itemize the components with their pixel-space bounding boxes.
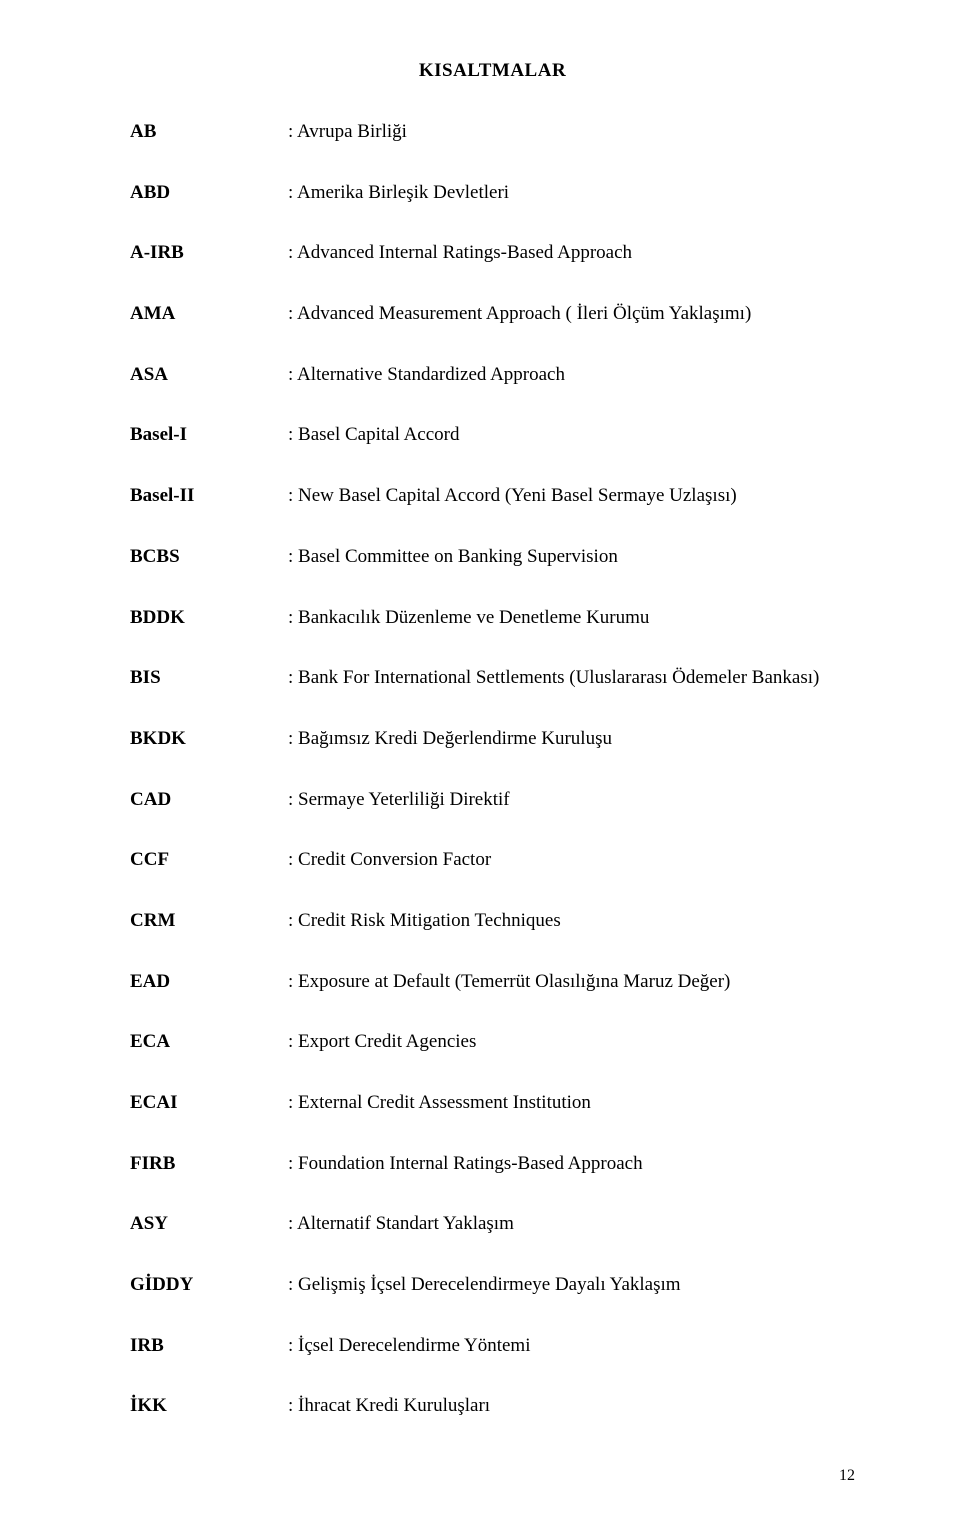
abbreviation-term: AB: [130, 120, 288, 145]
abbreviation-term: ABD: [130, 181, 288, 206]
abbreviation-entry: GİDDY: Gelişmiş İçsel Derecelendirmeye D…: [130, 1273, 855, 1298]
abbreviation-entry: IRB: İçsel Derecelendirme Yöntemi: [130, 1334, 855, 1359]
abbreviation-entry: BKDK: Bağımsız Kredi Değerlendirme Kurul…: [130, 727, 855, 752]
abbreviation-entry: AMA: Advanced Measurement Approach ( İle…: [130, 302, 855, 327]
abbreviation-definition: : External Credit Assessment Institution: [288, 1091, 855, 1116]
abbreviation-definition: : Bank For International Settlements (Ul…: [288, 666, 855, 691]
abbreviation-definition: : Gelişmiş İçsel Derecelendirmeye Dayalı…: [288, 1273, 855, 1298]
abbreviation-definition: : Amerika Birleşik Devletleri: [288, 181, 855, 206]
abbreviation-term: A-IRB: [130, 241, 288, 266]
abbreviation-term: AMA: [130, 302, 288, 327]
abbreviation-term: ASA: [130, 363, 288, 388]
abbreviation-entry: CAD: Sermaye Yeterliliği Direktif: [130, 788, 855, 813]
abbreviation-term: BDDK: [130, 606, 288, 631]
abbreviation-definition: : Credit Conversion Factor: [288, 848, 855, 873]
abbreviation-definition: : Exposure at Default (Temerrüt Olasılığ…: [288, 970, 855, 995]
abbreviation-definition: : Advanced Measurement Approach ( İleri …: [288, 302, 855, 327]
abbreviation-term: CCF: [130, 848, 288, 873]
abbreviation-term: BCBS: [130, 545, 288, 570]
abbreviation-term: İKK: [130, 1394, 288, 1419]
abbreviation-term: Basel-I: [130, 423, 288, 448]
abbreviation-entry: ASA: Alternative Standardized Approach: [130, 363, 855, 388]
abbreviation-term: CRM: [130, 909, 288, 934]
abbreviation-term: FIRB: [130, 1152, 288, 1177]
abbreviation-term: ECA: [130, 1030, 288, 1055]
abbreviation-term: BIS: [130, 666, 288, 691]
abbreviation-definition: : Alternative Standardized Approach: [288, 363, 855, 388]
abbreviation-definition: : Advanced Internal Ratings-Based Approa…: [288, 241, 855, 266]
abbreviation-definition: : İhracat Kredi Kuruluşları: [288, 1394, 855, 1419]
abbreviation-entry: AB: Avrupa Birliği: [130, 120, 855, 145]
abbreviation-definition: : Foundation Internal Ratings-Based Appr…: [288, 1152, 855, 1177]
abbreviation-definition: : Credit Risk Mitigation Techniques: [288, 909, 855, 934]
abbreviation-term: BKDK: [130, 727, 288, 752]
abbreviation-definition: : Alternatif Standart Yaklaşım: [288, 1212, 855, 1237]
abbreviation-entry: ABD: Amerika Birleşik Devletleri: [130, 181, 855, 206]
abbreviation-definition: : Export Credit Agencies: [288, 1030, 855, 1055]
abbreviation-list: AB: Avrupa Birliği ABD: Amerika Birleşik …: [130, 120, 855, 1419]
abbreviation-entry: İKK: İhracat Kredi Kuruluşları: [130, 1394, 855, 1419]
abbreviation-definition: : Avrupa Birliği: [288, 120, 855, 145]
abbreviation-entry: CCF: Credit Conversion Factor: [130, 848, 855, 873]
abbreviation-term: GİDDY: [130, 1273, 288, 1298]
abbreviation-definition: : Basel Committee on Banking Supervision: [288, 545, 855, 570]
abbreviation-definition: : Bankacılık Düzenleme ve Denetleme Kuru…: [288, 606, 855, 631]
abbreviation-entry: A-IRB: Advanced Internal Ratings-Based A…: [130, 241, 855, 266]
abbreviation-definition: : Bağımsız Kredi Değerlendirme Kuruluşu: [288, 727, 855, 752]
page-title: KISALTMALAR: [130, 60, 855, 82]
abbreviation-term: ASY: [130, 1212, 288, 1237]
abbreviation-definition: : Sermaye Yeterliliği Direktif: [288, 788, 855, 813]
abbreviation-entry: Basel-I: Basel Capital Accord: [130, 423, 855, 448]
abbreviation-entry: Basel-II: New Basel Capital Accord (Yeni…: [130, 484, 855, 509]
abbreviation-entry: BDDK: Bankacılık Düzenleme ve Denetleme …: [130, 606, 855, 631]
abbreviation-entry: ECA: Export Credit Agencies: [130, 1030, 855, 1055]
abbreviation-term: Basel-II: [130, 484, 288, 509]
abbreviation-definition: : İçsel Derecelendirme Yöntemi: [288, 1334, 855, 1359]
abbreviation-entry: ASY: Alternatif Standart Yaklaşım: [130, 1212, 855, 1237]
abbreviation-entry: BIS: Bank For International Settlements …: [130, 666, 855, 691]
abbreviation-entry: CRM: Credit Risk Mitigation Techniques: [130, 909, 855, 934]
abbreviation-entry: FIRB: Foundation Internal Ratings-Based …: [130, 1152, 855, 1177]
abbreviation-term: CAD: [130, 788, 288, 813]
abbreviation-entry: EAD: Exposure at Default (Temerrüt Olası…: [130, 970, 855, 995]
abbreviation-term: ECAI: [130, 1091, 288, 1116]
abbreviation-definition: : New Basel Capital Accord (Yeni Basel S…: [288, 484, 855, 509]
abbreviation-entry: BCBS: Basel Committee on Banking Supervi…: [130, 545, 855, 570]
abbreviation-term: EAD: [130, 970, 288, 995]
page-number: 12: [839, 1467, 855, 1485]
abbreviation-definition: : Basel Capital Accord: [288, 423, 855, 448]
abbreviation-entry: ECAI: External Credit Assessment Institu…: [130, 1091, 855, 1116]
abbreviation-term: IRB: [130, 1334, 288, 1359]
